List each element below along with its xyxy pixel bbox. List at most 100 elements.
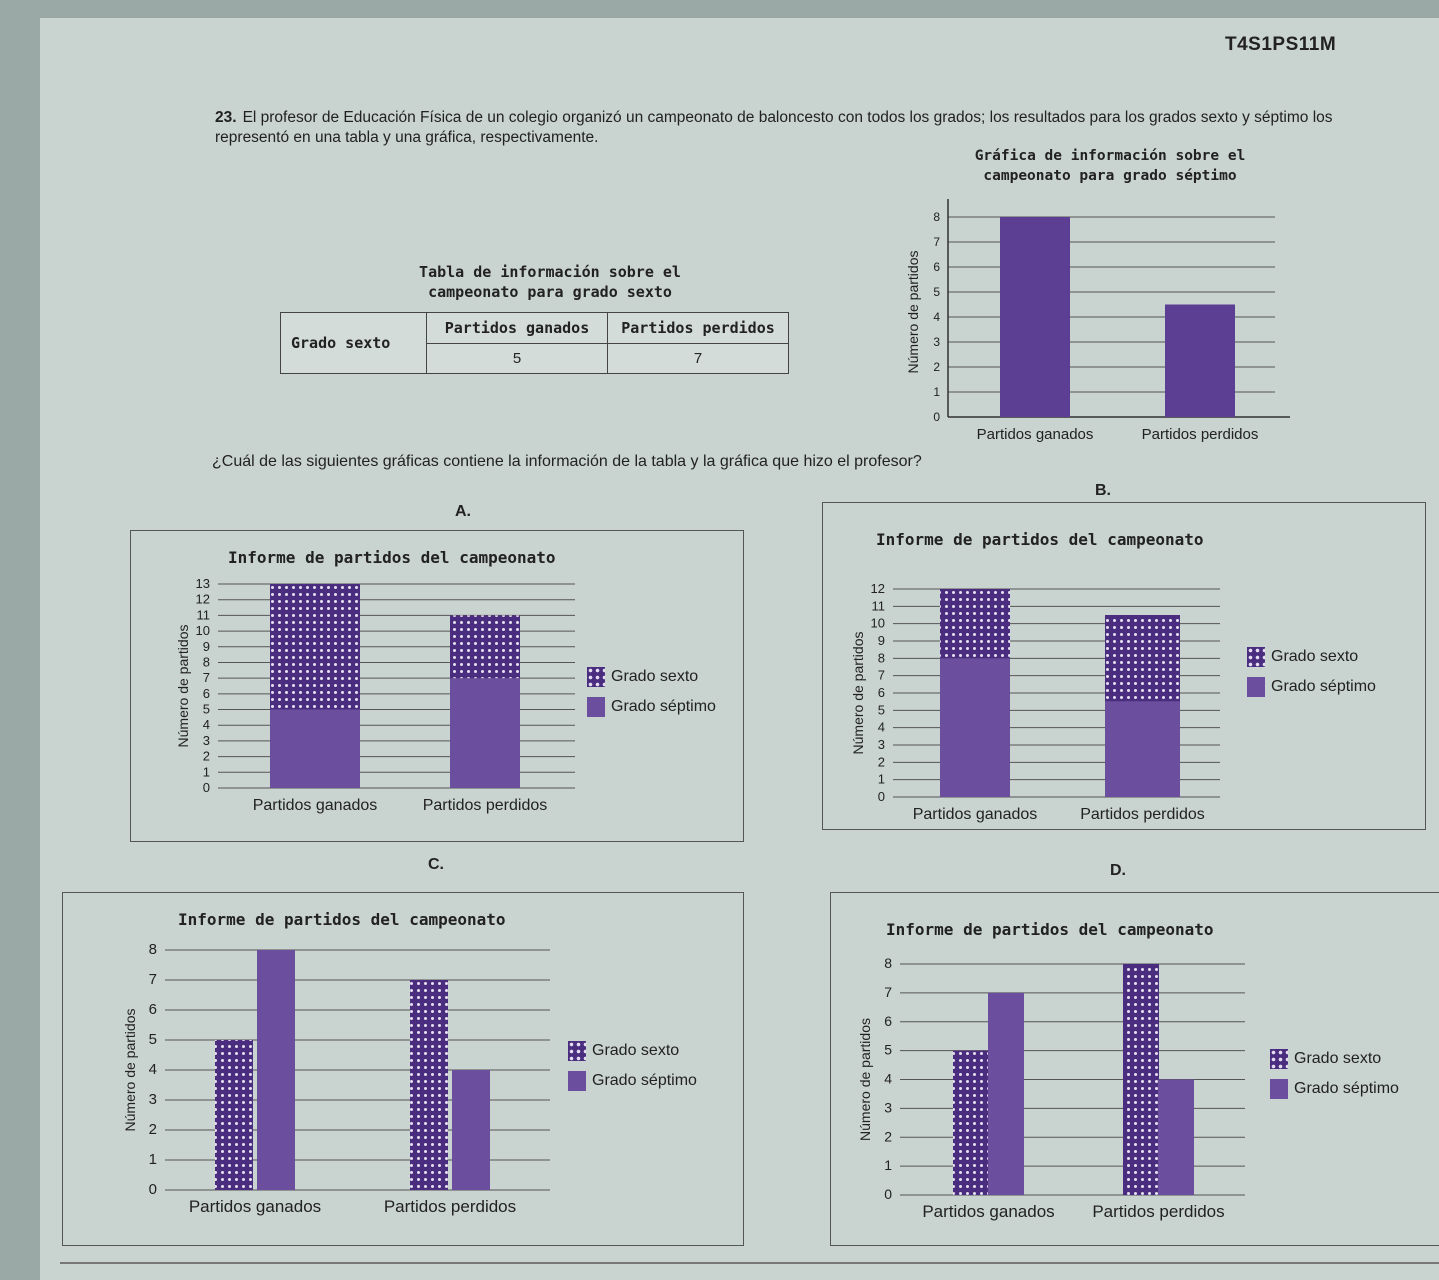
bar-sexto <box>953 1050 989 1195</box>
y-tick-label: 7 <box>149 971 157 988</box>
y-axis-label: Número de partidos <box>850 632 866 755</box>
y-tick-label: 6 <box>203 686 210 701</box>
y-tick-label: 12 <box>196 592 210 607</box>
legend-sexto-swatch <box>1247 647 1265 667</box>
legend-septimo-swatch <box>1270 1079 1288 1099</box>
option-c-label[interactable]: C. <box>428 856 444 873</box>
col-header-ganados: Partidos ganados <box>426 312 608 344</box>
bar-sexto <box>1105 615 1180 702</box>
option-a-frame[interactable] <box>130 530 744 842</box>
option-c-chart: 0 1 2 3 4 5 6 7 8 Número de partidos Partidos gana… <box>122 941 550 1216</box>
y-tick-label: 9 <box>203 639 210 654</box>
option-d-title: Informe de partidos del campeonato <box>886 920 1214 939</box>
y-tick-label: 3 <box>884 1099 892 1115</box>
bar-septimo <box>257 950 295 1190</box>
y-tick-label: 3 <box>878 737 885 752</box>
question-statement: El profesor de Educación Física de un co… <box>215 109 1333 146</box>
y-axis-label: Número de partidos <box>905 251 921 374</box>
y-tick-label: 0 <box>884 1186 892 1202</box>
col-header-perdidos: Partidos perdidos <box>607 312 789 344</box>
y-tick-label: 7 <box>933 235 940 249</box>
y-tick-label: 0 <box>878 789 885 804</box>
legend-septimo: Grado séptimo <box>592 1072 697 1089</box>
option-c-legend: Grado sexto Grado séptimo <box>568 1040 697 1100</box>
bar-septimo <box>270 709 360 788</box>
graph-caption: Gráfica de información sobre el campeona… <box>935 146 1285 186</box>
option-a-label[interactable]: A. <box>455 503 471 520</box>
y-tick-label: 7 <box>878 668 885 683</box>
option-d-label[interactable]: D. <box>1110 862 1126 879</box>
legend-sexto-swatch <box>568 1041 586 1061</box>
y-tick-label: 8 <box>149 941 157 958</box>
y-tick-label: 4 <box>878 720 885 735</box>
option-b-label[interactable]: B. <box>1095 482 1111 499</box>
y-tick-label: 3 <box>149 1091 157 1108</box>
bar-septimo <box>988 992 1024 1195</box>
option-a-legend: Grado sexto Grado séptimo <box>587 666 716 726</box>
option-d-legend: Grado sexto Grado séptimo <box>1270 1048 1399 1108</box>
y-tick-label: 2 <box>149 1121 157 1138</box>
y-tick-label: 8 <box>878 650 885 665</box>
bar-sexto <box>450 615 520 679</box>
x-category-label: Partidos ganados <box>977 426 1094 443</box>
bar-septimo <box>1105 701 1180 797</box>
y-tick-label: 5 <box>884 1042 892 1058</box>
x-category-label: Partidos perdidos <box>1092 1202 1224 1221</box>
y-tick-label: 8 <box>884 955 892 971</box>
legend-septimo: Grado séptimo <box>1271 678 1376 695</box>
legend-sexto-swatch <box>587 667 605 687</box>
y-tick-label: 7 <box>884 984 892 1000</box>
y-axis-label: Número de partidos <box>122 1009 138 1132</box>
legend-septimo-swatch <box>1247 677 1265 697</box>
question-text: 23. El profesor de Educación Física de un… <box>215 108 1375 148</box>
y-axis-label: Número de partidos <box>857 1018 873 1141</box>
y-tick-label: 6 <box>149 1001 157 1018</box>
x-category-label: Partidos ganados <box>922 1202 1054 1221</box>
y-tick-label: 1 <box>149 1151 157 1168</box>
legend-septimo: Grado séptimo <box>611 698 716 715</box>
y-tick-label: 5 <box>149 1031 157 1048</box>
y-tick-label: 5 <box>933 285 940 299</box>
option-c-title: Informe de partidos del campeonato <box>178 910 506 929</box>
option-d-frame[interactable] <box>830 892 1439 1246</box>
y-tick-label: 8 <box>203 654 210 669</box>
y-tick-label: 3 <box>933 335 940 349</box>
y-tick-label: 10 <box>871 616 885 631</box>
y-tick-label: 4 <box>933 310 940 324</box>
y-tick-label: 4 <box>884 1071 892 1087</box>
legend-sexto: Grado sexto <box>1294 1050 1382 1067</box>
cell-perdidos: 7 <box>607 343 789 374</box>
y-tick-label: 12 <box>871 581 885 596</box>
bar-septimo <box>1158 1079 1194 1195</box>
question-ask: ¿Cuál de las siguientes gráficas contien… <box>212 453 922 470</box>
legend-sexto: Grado sexto <box>611 668 699 685</box>
y-tick-label: 13 <box>196 576 210 591</box>
table-caption-line2: campeonato para grado sexto <box>428 283 672 301</box>
graph-caption-line1: Gráfica de información sobre el <box>974 148 1246 164</box>
y-tick-label: 4 <box>149 1061 157 1078</box>
y-axis-label: Número de partidos <box>175 625 191 748</box>
y-tick-label: 1 <box>203 764 210 779</box>
x-category-label: Partidos perdidos <box>423 797 548 814</box>
y-tick-label: 8 <box>933 210 940 224</box>
x-category-label: Partidos ganados <box>253 797 378 814</box>
legend-sexto-swatch <box>1270 1049 1288 1069</box>
page-code: T4S1PS11M <box>1225 34 1337 55</box>
legend-septimo-swatch <box>587 697 605 717</box>
table-caption-line1: Tabla de información sobre el <box>419 263 681 281</box>
y-tick-label: 2 <box>933 360 940 374</box>
y-tick-label: 0 <box>149 1181 157 1198</box>
legend-sexto: Grado sexto <box>592 1042 680 1059</box>
option-c-frame[interactable] <box>62 892 744 1246</box>
y-tick-label: 2 <box>878 754 885 769</box>
legend-septimo: Grado séptimo <box>1294 1080 1399 1097</box>
y-tick-label: 9 <box>878 633 885 648</box>
bar-sexto <box>940 589 1010 659</box>
question-number: 23. <box>215 109 237 126</box>
y-tick-label: 1 <box>884 1157 892 1173</box>
option-b-frame[interactable] <box>822 502 1426 830</box>
bar-septimo <box>940 658 1010 797</box>
y-tick-label: 1 <box>933 385 940 399</box>
